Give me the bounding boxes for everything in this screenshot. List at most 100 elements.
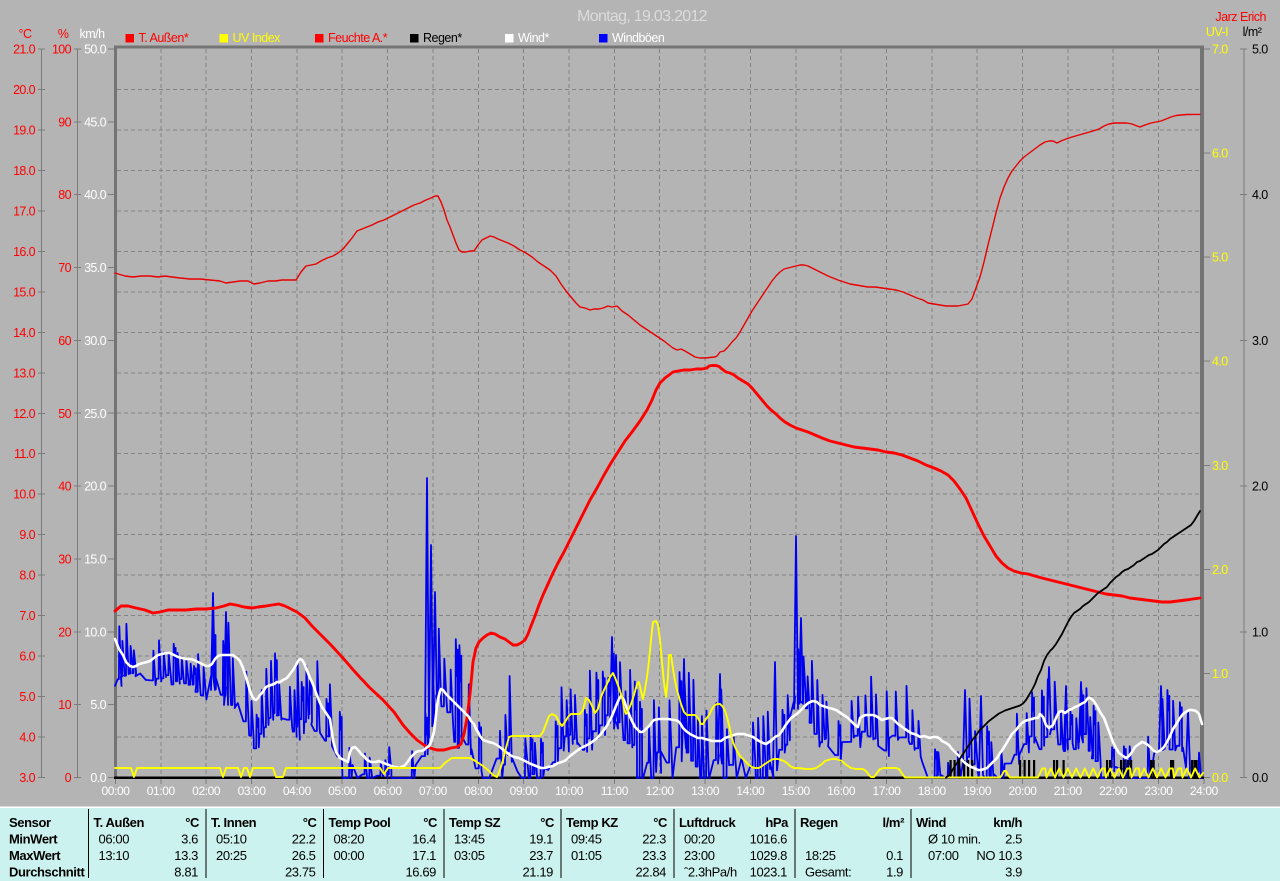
svg-text:12.0: 12.0 [13, 407, 36, 421]
svg-text:3.6: 3.6 [181, 832, 198, 847]
svg-text:06:00: 06:00 [374, 784, 403, 798]
svg-text:22.84: 22.84 [635, 865, 666, 880]
svg-text:13:10: 13:10 [99, 848, 130, 863]
svg-text:Sensor: Sensor [9, 815, 51, 830]
svg-text:50: 50 [58, 407, 71, 421]
svg-text:km/h: km/h [79, 27, 105, 41]
svg-text:Wind: Wind [916, 815, 947, 830]
svg-text:40: 40 [58, 480, 71, 494]
svg-text:22.2: 22.2 [292, 832, 316, 847]
svg-text:UV-I: UV-I [1206, 25, 1228, 39]
svg-text:%: % [58, 27, 69, 41]
svg-text:40.0: 40.0 [84, 188, 107, 202]
svg-text:1.0: 1.0 [1252, 625, 1268, 639]
svg-text:19.0: 19.0 [13, 123, 36, 137]
svg-text:0.0: 0.0 [90, 771, 106, 785]
svg-text:00:20: 00:20 [684, 832, 715, 847]
svg-text:Wind*: Wind* [518, 31, 549, 45]
svg-text:26.5: 26.5 [292, 848, 316, 863]
svg-text:25.0: 25.0 [84, 407, 107, 421]
svg-text:13.0: 13.0 [13, 366, 36, 380]
svg-text:4.0: 4.0 [1212, 355, 1228, 369]
svg-text:16.4: 16.4 [412, 832, 436, 847]
svg-text:°C: °C [653, 815, 668, 830]
svg-text:2.0: 2.0 [1212, 563, 1228, 577]
svg-text:hPa: hPa [765, 815, 789, 830]
svg-text:MinWert: MinWert [9, 832, 58, 847]
svg-text:Temp Pool: Temp Pool [329, 815, 391, 830]
svg-text:06:00: 06:00 [99, 832, 130, 847]
svg-text:23:00: 23:00 [684, 848, 715, 863]
svg-text:T. Außen: T. Außen [94, 815, 145, 830]
svg-text:90: 90 [58, 115, 71, 129]
svg-text:80: 80 [58, 188, 71, 202]
svg-text:1029.8: 1029.8 [750, 848, 788, 863]
svg-text:Durchschnitt: Durchschnitt [9, 865, 85, 880]
svg-text:35.0: 35.0 [84, 261, 107, 275]
svg-text:09:00: 09:00 [510, 784, 539, 798]
svg-text:30: 30 [58, 553, 71, 567]
svg-text:0.0: 0.0 [1212, 771, 1228, 785]
svg-text:6.0: 6.0 [1212, 147, 1228, 161]
svg-text:17.1: 17.1 [412, 848, 436, 863]
svg-text:01:05: 01:05 [571, 848, 602, 863]
svg-text:45.0: 45.0 [84, 115, 107, 129]
svg-text:T. Innen: T. Innen [211, 815, 257, 830]
svg-text:2.0: 2.0 [1252, 480, 1268, 494]
svg-text:1023.1: 1023.1 [750, 865, 788, 880]
svg-text:01:00: 01:00 [147, 784, 176, 798]
svg-text:02:00: 02:00 [192, 784, 221, 798]
svg-text:21.19: 21.19 [522, 865, 553, 880]
svg-text:5.0: 5.0 [1212, 251, 1228, 265]
svg-text:0: 0 [65, 771, 72, 785]
svg-text:30.0: 30.0 [84, 334, 107, 348]
svg-text:9.0: 9.0 [19, 528, 35, 542]
svg-text:09:45: 09:45 [571, 832, 602, 847]
svg-text:21:00: 21:00 [1054, 784, 1083, 798]
svg-text:00:00: 00:00 [101, 784, 130, 798]
svg-text:10.0: 10.0 [13, 488, 36, 502]
svg-text:8.0: 8.0 [19, 569, 35, 583]
svg-text:°C: °C [303, 815, 318, 830]
svg-text:50.0: 50.0 [84, 43, 107, 57]
svg-text:Montag, 19.03.2012: Montag, 19.03.2012 [577, 8, 708, 25]
svg-text:20:00: 20:00 [1008, 784, 1037, 798]
svg-text:1.0: 1.0 [1212, 667, 1228, 681]
svg-text:15.0: 15.0 [13, 285, 36, 299]
svg-text:12:00: 12:00 [646, 784, 675, 798]
svg-text:17:00: 17:00 [872, 784, 901, 798]
svg-text:16:00: 16:00 [827, 784, 856, 798]
svg-text:14:00: 14:00 [736, 784, 765, 798]
svg-text:Feuchte A.*: Feuchte A.* [328, 31, 388, 45]
svg-text:5.0: 5.0 [19, 690, 35, 704]
svg-text:Temp SZ: Temp SZ [449, 815, 501, 830]
svg-text:18:00: 18:00 [918, 784, 947, 798]
svg-text:l/m²: l/m² [882, 815, 905, 830]
svg-text:20:25: 20:25 [216, 848, 247, 863]
svg-text:7.0: 7.0 [19, 609, 35, 623]
svg-text:10.0: 10.0 [84, 625, 107, 639]
svg-text:Regen: Regen [800, 815, 838, 830]
svg-text:100: 100 [52, 43, 72, 57]
svg-text:24:00: 24:00 [1190, 784, 1219, 798]
svg-text:20.0: 20.0 [13, 83, 36, 97]
svg-text:3.0: 3.0 [19, 771, 35, 785]
svg-text:00:00: 00:00 [334, 848, 365, 863]
svg-text:2.5: 2.5 [1005, 832, 1022, 847]
svg-text:16.0: 16.0 [13, 245, 36, 259]
svg-text:3.9: 3.9 [1005, 865, 1022, 880]
svg-text:Jarz Erich: Jarz Erich [1215, 10, 1266, 24]
svg-text:1.9: 1.9 [886, 865, 903, 880]
svg-text:13:45: 13:45 [454, 832, 485, 847]
svg-text:ˆ2.3hPa/h: ˆ2.3hPa/h [684, 865, 737, 880]
svg-text:22:00: 22:00 [1099, 784, 1128, 798]
svg-text:03:00: 03:00 [238, 784, 267, 798]
svg-text:5.0: 5.0 [1252, 43, 1268, 57]
svg-text:MaxWert: MaxWert [9, 848, 61, 863]
svg-text:Temp KZ: Temp KZ [566, 815, 618, 830]
svg-text:7.0: 7.0 [1212, 43, 1228, 57]
svg-text:23.7: 23.7 [529, 848, 553, 863]
svg-text:07:00: 07:00 [419, 784, 448, 798]
svg-text:20.0: 20.0 [84, 480, 107, 494]
svg-text:NO 10.3: NO 10.3 [976, 848, 1022, 863]
